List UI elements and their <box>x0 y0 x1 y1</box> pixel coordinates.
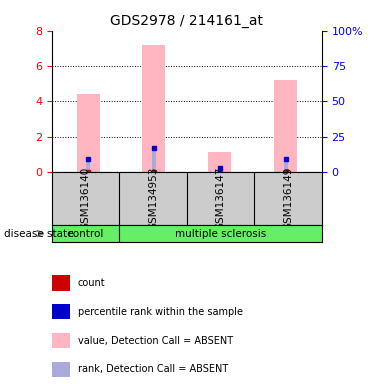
Text: percentile rank within the sample: percentile rank within the sample <box>78 307 243 317</box>
Title: GDS2978 / 214161_at: GDS2978 / 214161_at <box>110 14 263 28</box>
Bar <box>208 152 231 172</box>
Text: GSM136147: GSM136147 <box>216 167 226 230</box>
Text: GSM136149: GSM136149 <box>283 167 293 230</box>
Bar <box>77 94 100 172</box>
Text: count: count <box>78 278 105 288</box>
Bar <box>218 168 222 172</box>
Bar <box>142 45 165 172</box>
Bar <box>86 159 90 172</box>
Bar <box>152 148 156 172</box>
Text: multiple sclerosis: multiple sclerosis <box>175 228 266 238</box>
Bar <box>283 159 288 172</box>
Text: control: control <box>67 228 104 238</box>
Bar <box>274 80 297 172</box>
Text: rank, Detection Call = ABSENT: rank, Detection Call = ABSENT <box>78 364 228 374</box>
Text: disease state: disease state <box>4 228 73 238</box>
Text: GSM136140: GSM136140 <box>81 167 91 230</box>
Text: value, Detection Call = ABSENT: value, Detection Call = ABSENT <box>78 336 233 346</box>
Text: GSM134953: GSM134953 <box>148 167 158 230</box>
